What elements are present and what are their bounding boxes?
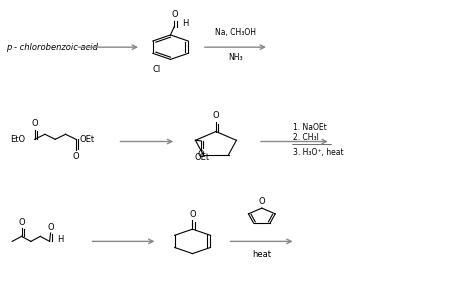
Text: O: O — [172, 10, 179, 19]
Text: H: H — [57, 235, 64, 245]
Text: O: O — [213, 112, 219, 120]
Text: Cl: Cl — [153, 65, 161, 74]
Text: NH₃: NH₃ — [228, 53, 243, 62]
Text: O: O — [73, 152, 79, 161]
Text: OEt: OEt — [80, 135, 95, 144]
Text: O: O — [18, 218, 25, 227]
Text: O: O — [31, 119, 38, 128]
Text: 2. CH₃I: 2. CH₃I — [293, 133, 319, 142]
Text: H: H — [182, 19, 188, 28]
Text: 1. NaOEt: 1. NaOEt — [293, 123, 327, 132]
Text: O: O — [189, 210, 196, 219]
Text: O: O — [47, 223, 54, 232]
Text: p - chlorobenzoic acid: p - chlorobenzoic acid — [7, 43, 99, 52]
Text: OEt: OEt — [195, 153, 210, 162]
Text: O: O — [258, 197, 265, 206]
Text: 3. H₃O⁺, heat: 3. H₃O⁺, heat — [293, 147, 344, 156]
Text: EtO: EtO — [10, 135, 25, 144]
Text: Na, CH₃OH: Na, CH₃OH — [215, 28, 256, 37]
Text: heat: heat — [252, 250, 271, 259]
Text: O: O — [198, 150, 204, 159]
